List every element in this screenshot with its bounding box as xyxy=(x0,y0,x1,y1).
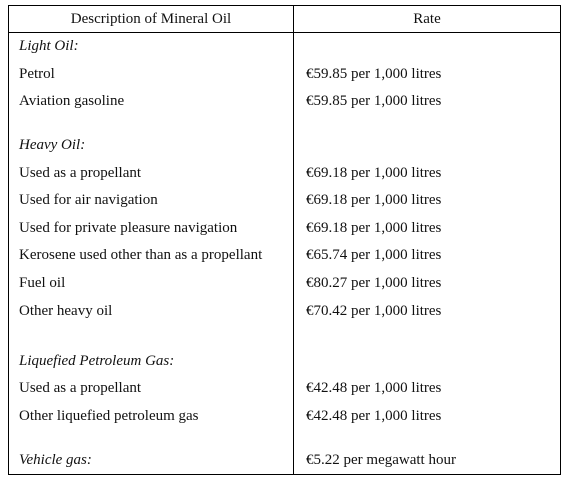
row-description: Used for air navigation xyxy=(8,187,294,215)
spacer-row xyxy=(8,115,561,132)
table-row: Fuel oil €80.27 per 1,000 litres xyxy=(8,269,561,298)
row-description: Petrol xyxy=(8,60,294,89)
row-description: Used for private pleasure navigation xyxy=(8,214,294,243)
category-lpg: Liquefied Petroleum Gas: xyxy=(8,347,294,375)
row-description: Other liquefied petroleum gas xyxy=(8,402,294,430)
row-rate: €69.18 per 1,000 litres xyxy=(293,159,561,188)
category-row: Liquefied Petroleum Gas: xyxy=(8,347,561,375)
row-description: Aviation gasoline xyxy=(8,88,294,116)
category-rate-empty xyxy=(293,32,561,61)
row-rate: €42.48 per 1,000 litres xyxy=(293,374,561,403)
spacer-row xyxy=(8,429,561,447)
category-vehicle-gas: Vehicle gas: xyxy=(8,446,294,476)
category-heavy-oil: Heavy Oil: xyxy=(8,131,294,160)
row-description: Used as a propellant xyxy=(8,374,294,403)
row-rate: €70.42 per 1,000 litres xyxy=(293,297,561,325)
category-row: Light Oil: xyxy=(8,32,561,61)
row-rate: €42.48 per 1,000 litres xyxy=(293,402,561,430)
row-rate: €59.85 per 1,000 litres xyxy=(293,88,561,116)
table-row: Petrol €59.85 per 1,000 litres xyxy=(8,60,561,89)
row-rate: €69.18 per 1,000 litres xyxy=(293,187,561,215)
table-row: Aviation gasoline €59.85 per 1,000 litre… xyxy=(8,88,561,116)
category-rate-empty xyxy=(293,131,561,160)
row-rate: €59.85 per 1,000 litres xyxy=(293,60,561,89)
header-description: Description of Mineral Oil xyxy=(8,5,294,33)
category-rate-empty xyxy=(293,347,561,375)
spacer-row xyxy=(8,324,561,348)
table-row: Used for air navigation €69.18 per 1,000… xyxy=(8,187,561,215)
table-row: Other heavy oil €70.42 per 1,000 litres xyxy=(8,297,561,325)
table-row: Used for private pleasure navigation €69… xyxy=(8,214,561,243)
category-row: Vehicle gas: €5.22 per megawatt hour xyxy=(8,446,561,476)
table-row: Kerosene used other than as a propellant… xyxy=(8,242,561,270)
row-rate: €80.27 per 1,000 litres xyxy=(293,269,561,298)
category-light-oil: Light Oil: xyxy=(8,32,294,61)
row-rate: €65.74 per 1,000 litres xyxy=(293,242,561,270)
row-description: Kerosene used other than as a propellant xyxy=(8,242,294,270)
category-row: Heavy Oil: xyxy=(8,131,561,160)
row-rate: €69.18 per 1,000 litres xyxy=(293,214,561,243)
row-description: Other heavy oil xyxy=(8,297,294,325)
row-rate: €5.22 per megawatt hour xyxy=(293,446,561,476)
table-row: Used as a propellant €42.48 per 1,000 li… xyxy=(8,374,561,403)
header-rate: Rate xyxy=(293,5,561,33)
mineral-oil-rates-table: Description of Mineral Oil Rate Light Oi… xyxy=(8,5,561,476)
header-row: Description of Mineral Oil Rate xyxy=(8,5,561,33)
table-row: Used as a propellant €69.18 per 1,000 li… xyxy=(8,159,561,188)
row-description: Used as a propellant xyxy=(8,159,294,188)
row-description: Fuel oil xyxy=(8,269,294,298)
table-row: Other liquefied petroleum gas €42.48 per… xyxy=(8,402,561,430)
